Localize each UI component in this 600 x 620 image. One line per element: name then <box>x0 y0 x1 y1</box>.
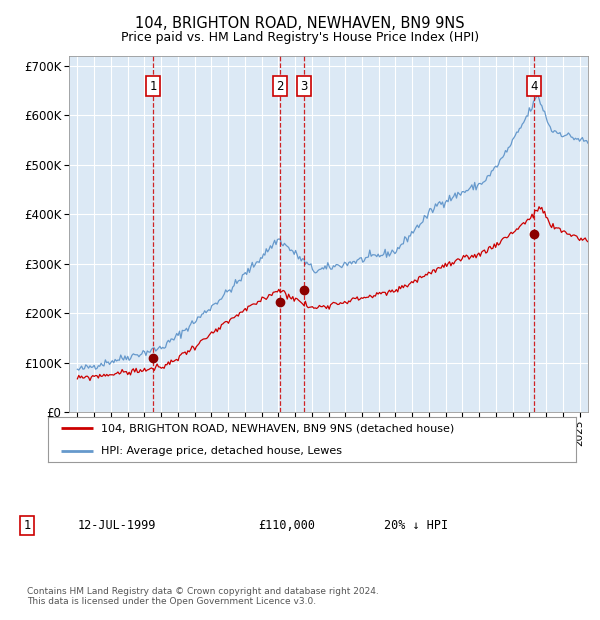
Text: 104, BRIGHTON ROAD, NEWHAVEN, BN9 9NS: 104, BRIGHTON ROAD, NEWHAVEN, BN9 9NS <box>135 16 465 30</box>
Text: HPI: Average price, detached house, Lewes: HPI: Average price, detached house, Lewe… <box>101 446 342 456</box>
Text: 1: 1 <box>149 79 157 92</box>
Text: 104, BRIGHTON ROAD, NEWHAVEN, BN9 9NS (detached house): 104, BRIGHTON ROAD, NEWHAVEN, BN9 9NS (d… <box>101 423 454 433</box>
Text: 4: 4 <box>530 79 538 92</box>
Text: 2: 2 <box>276 79 284 92</box>
Text: £110,000: £110,000 <box>258 519 315 532</box>
Text: 12-JUL-1999: 12-JUL-1999 <box>78 519 157 532</box>
Text: Contains HM Land Registry data © Crown copyright and database right 2024.
This d: Contains HM Land Registry data © Crown c… <box>27 587 379 606</box>
Text: 20% ↓ HPI: 20% ↓ HPI <box>384 519 448 532</box>
Text: 3: 3 <box>300 79 308 92</box>
Text: 1: 1 <box>23 519 31 532</box>
Text: Price paid vs. HM Land Registry's House Price Index (HPI): Price paid vs. HM Land Registry's House … <box>121 31 479 44</box>
